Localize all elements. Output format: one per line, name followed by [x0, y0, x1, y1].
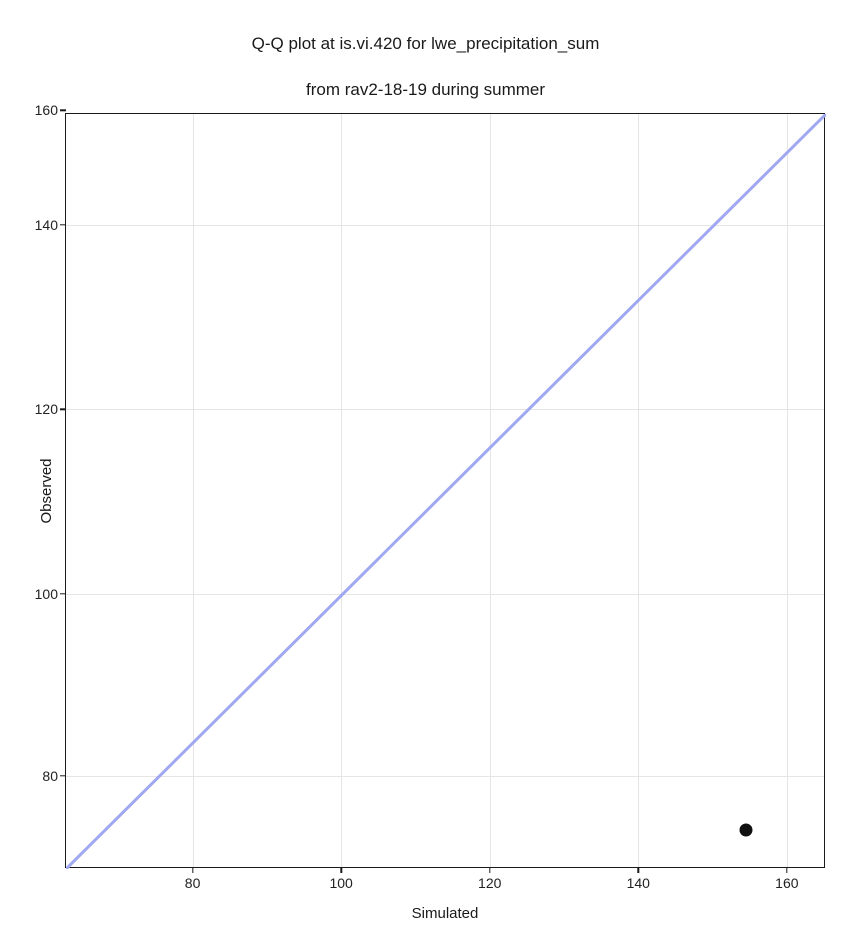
gridline-y-80 [66, 776, 824, 777]
gridline-x-140 [638, 114, 639, 867]
reference-diagonal-line [66, 114, 826, 869]
y-tick-label-80: 80 [42, 768, 66, 784]
x-tick-label-100: 100 [329, 867, 352, 891]
y-axis-label: Observed [38, 458, 55, 523]
y-tick-label-140: 140 [35, 217, 66, 233]
y-tick-label-100: 100 [35, 586, 66, 602]
x-tick-label-160: 160 [775, 867, 798, 891]
qq-data-point[interactable] [739, 824, 752, 837]
y-tick-label-160: 160 [35, 102, 66, 118]
plot-area[interactable]: 160 140 120 100 80 80 100 120 140 160 Si… [65, 113, 825, 868]
x-tick-label-140: 140 [627, 867, 650, 891]
gridline-y-140 [66, 225, 824, 226]
x-tick-label-120: 120 [478, 867, 501, 891]
gridline-y-100 [66, 594, 824, 595]
gridline-x-120 [490, 114, 491, 867]
gridline-x-160 [787, 114, 788, 867]
chart-title: Q-Q plot at is.vi.420 for lwe_precipitat… [0, 10, 851, 125]
gridline-x-100 [341, 114, 342, 867]
gridline-y-120 [66, 409, 824, 410]
gridline-x-80 [193, 114, 194, 867]
qq-plot-container: Q-Q plot at is.vi.420 for lwe_precipitat… [0, 0, 851, 934]
x-axis-label: Simulated [412, 905, 479, 922]
x-tick-label-80: 80 [185, 867, 201, 891]
y-tick-label-120: 120 [35, 401, 66, 417]
